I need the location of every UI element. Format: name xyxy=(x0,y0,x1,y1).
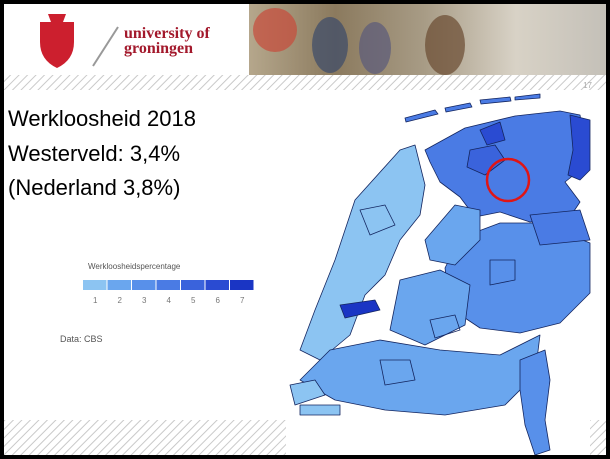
university-name: groningen xyxy=(124,40,193,57)
overijssel xyxy=(529,209,591,246)
groningen-east xyxy=(567,114,591,181)
legend-label: 3 xyxy=(142,296,147,305)
municipality xyxy=(466,144,506,176)
photo-person xyxy=(312,17,348,73)
flevoland xyxy=(424,204,481,266)
limburg xyxy=(519,349,551,456)
legend-label: 2 xyxy=(118,296,123,305)
page-number: 17 xyxy=(583,81,592,90)
photo-person xyxy=(425,15,465,75)
map xyxy=(289,93,591,456)
logo-slash xyxy=(92,26,119,67)
crown xyxy=(48,14,66,22)
legend-label: 5 xyxy=(191,296,196,305)
legend-swatch xyxy=(107,280,131,290)
legend-swatch xyxy=(181,280,205,290)
municipality xyxy=(479,121,506,146)
legend-swatch xyxy=(205,280,229,290)
municipality-borders xyxy=(359,204,516,386)
legend-label: 7 xyxy=(240,296,245,305)
hatch-footer xyxy=(4,420,286,455)
title-line: (Nederland 3,8%) xyxy=(8,175,180,200)
hatch-band xyxy=(4,75,606,90)
wadden-islands xyxy=(404,93,541,123)
source: Data: CBS xyxy=(60,334,103,344)
title-line: Werkloosheid 2018 xyxy=(8,106,196,131)
legend-swatch xyxy=(83,280,107,290)
zeeland xyxy=(289,379,341,416)
legend-label: 1 xyxy=(93,296,98,305)
legend: 1 2 3 4 5 6 7 xyxy=(83,280,254,305)
utrecht-region xyxy=(389,269,471,346)
legend-title: Werkloosheidspercentage xyxy=(88,262,181,271)
legend-swatch xyxy=(230,280,254,290)
hatch-footer xyxy=(590,420,606,455)
north-region xyxy=(424,110,586,223)
photo-person xyxy=(359,22,391,74)
photo-flowers xyxy=(253,8,297,52)
crest xyxy=(40,22,74,68)
legend-label: 6 xyxy=(216,296,221,305)
title-line: Westerveld: 3,4% xyxy=(8,141,180,166)
legend-swatch xyxy=(156,280,180,290)
legend-swatch xyxy=(132,280,156,290)
legend-label: 4 xyxy=(167,296,172,305)
westerveld-marker xyxy=(485,157,531,203)
university-name: university of xyxy=(124,25,210,42)
rotterdam xyxy=(339,299,381,319)
